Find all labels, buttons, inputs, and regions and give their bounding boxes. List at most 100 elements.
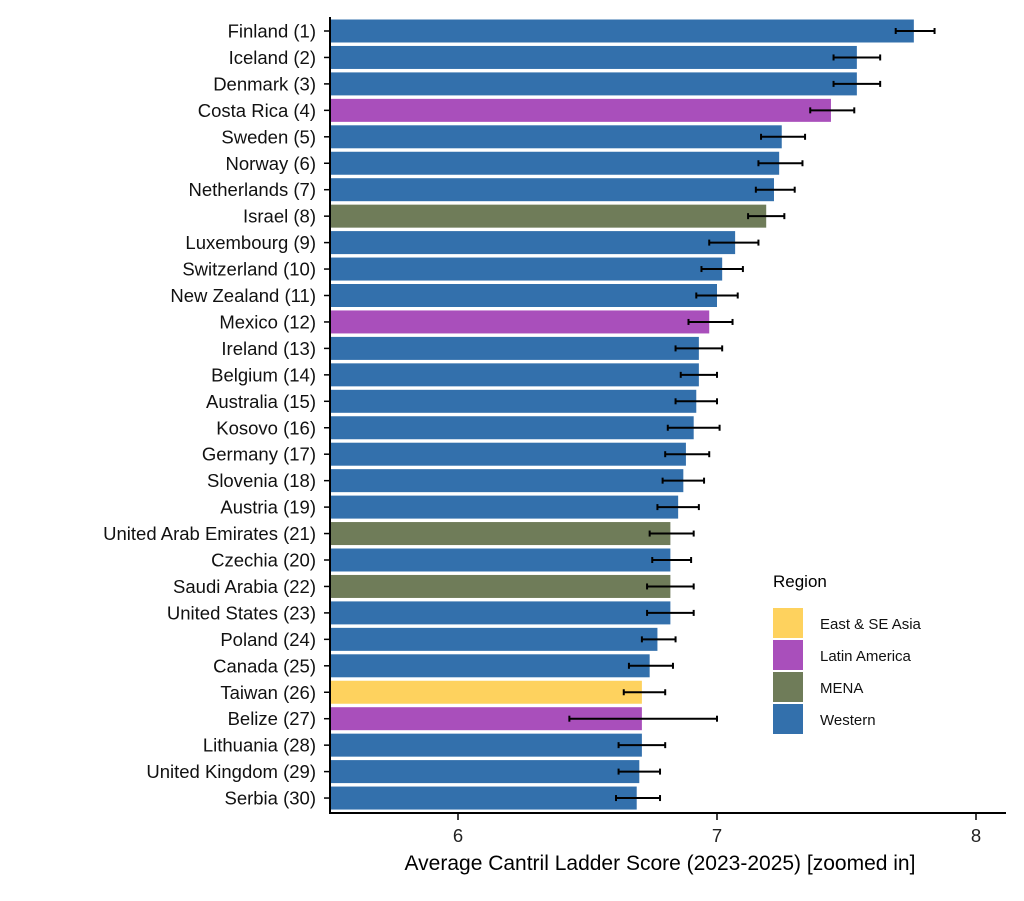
error-bar <box>646 609 695 616</box>
bar <box>331 231 736 255</box>
y-tick-label: United Kingdom (29) <box>146 761 316 782</box>
y-tick-label: Finland (1) <box>228 21 316 42</box>
y-tick-label: Taiwan (26) <box>220 682 316 703</box>
error-bar <box>651 557 693 563</box>
y-tick-label: United States (23) <box>167 602 316 623</box>
error-bar <box>622 689 667 696</box>
bar <box>331 19 914 43</box>
error-bar <box>640 636 677 643</box>
error-bar <box>664 451 711 458</box>
error-bar <box>809 107 856 114</box>
error-bar <box>894 28 936 34</box>
error-bar <box>568 715 718 722</box>
bar <box>331 72 857 96</box>
bar <box>331 680 642 704</box>
error-bar <box>757 160 804 167</box>
error-bar <box>674 345 724 352</box>
error-bar <box>754 186 796 193</box>
bar <box>331 45 857 69</box>
y-tick-label: Belgium (14) <box>211 364 316 385</box>
error-bar <box>760 133 807 140</box>
y-tick-labels: Finland (1) Iceland (2) Denmark (3) Costa R… <box>103 21 330 809</box>
legend-label: East & SE Asia <box>820 616 922 633</box>
y-tick-label: Austria (19) <box>220 497 316 518</box>
bar <box>331 707 642 731</box>
error-bar <box>627 662 674 669</box>
legend-key <box>773 608 803 638</box>
bar <box>331 98 831 122</box>
y-tick-label: Sweden (5) <box>221 126 316 147</box>
bar <box>331 310 710 334</box>
y-tick-label: Netherlands (7) <box>188 179 316 200</box>
y-tick-label: Saudi Arabia (22) <box>173 576 316 597</box>
legend-label: Western <box>820 712 876 729</box>
x-tick-label: 7 <box>712 825 722 846</box>
error-bar <box>646 583 695 590</box>
bar <box>331 416 694 440</box>
bar <box>331 151 780 175</box>
y-tick-label: Czechia (20) <box>211 550 316 571</box>
error-bar <box>708 239 760 246</box>
y-tick-label: Denmark (3) <box>213 73 316 94</box>
bar <box>331 442 686 466</box>
y-tick-label: Luxembourg (9) <box>185 232 316 253</box>
y-tick-label: Canada (25) <box>213 655 316 676</box>
y-tick-label: United Arab Emirates (21) <box>103 523 316 544</box>
y-tick-label: Switzerland (10) <box>182 259 316 280</box>
bar <box>331 760 640 784</box>
bar <box>331 178 774 202</box>
bar <box>331 284 717 307</box>
legend-title: Region <box>773 572 827 591</box>
y-tick-label: Serbia (30) <box>224 788 316 809</box>
error-bar <box>617 768 662 775</box>
legend-key <box>773 672 803 702</box>
legend: Region East & SE Asia Latin America MENA We… <box>773 572 922 734</box>
bar <box>331 574 671 598</box>
error-bar <box>700 266 744 273</box>
y-tick-label: Costa Rica (4) <box>198 100 316 121</box>
bar <box>331 469 684 493</box>
bar <box>331 786 637 810</box>
x-tick-label: 6 <box>453 825 463 846</box>
bar <box>331 125 782 149</box>
y-tick-label: Lithuania (28) <box>203 735 316 756</box>
error-bar <box>661 477 706 484</box>
error-bar <box>666 424 721 431</box>
error-bar <box>674 398 718 405</box>
bar <box>331 522 671 546</box>
y-tick-label: Belize (27) <box>228 708 316 729</box>
bar <box>331 363 699 387</box>
bar <box>331 733 642 757</box>
bar <box>331 336 699 360</box>
y-tick-label: Kosovo (16) <box>216 417 316 438</box>
y-tick-label: Slovenia (18) <box>207 470 316 491</box>
bar <box>331 204 767 228</box>
error-bar <box>656 504 700 511</box>
bar <box>331 627 658 651</box>
bar <box>331 548 671 572</box>
y-tick-label: Israel (8) <box>243 206 316 227</box>
error-bar <box>747 213 786 220</box>
error-bar <box>648 530 695 537</box>
y-tick-label: New Zealand (11) <box>170 285 316 306</box>
error-bar <box>614 795 662 802</box>
error-bar <box>832 54 882 61</box>
bar <box>331 389 697 413</box>
error-bar <box>695 292 739 299</box>
bar <box>331 495 679 519</box>
legend-label: Latin America <box>820 648 912 665</box>
y-tick-label: Australia (15) <box>206 391 316 412</box>
y-tick-label: Ireland (13) <box>221 338 316 359</box>
y-tick-label: Norway (6) <box>226 153 316 174</box>
x-tick-label: 8 <box>971 825 981 846</box>
bar <box>331 654 650 678</box>
error-bar <box>679 371 718 378</box>
legend-key <box>773 704 803 734</box>
y-tick-label: Poland (24) <box>220 629 316 650</box>
legend-label: MENA <box>820 680 863 697</box>
error-bar <box>687 318 734 325</box>
error-bar <box>832 80 882 87</box>
bar <box>331 601 671 625</box>
bars-group <box>331 19 914 810</box>
